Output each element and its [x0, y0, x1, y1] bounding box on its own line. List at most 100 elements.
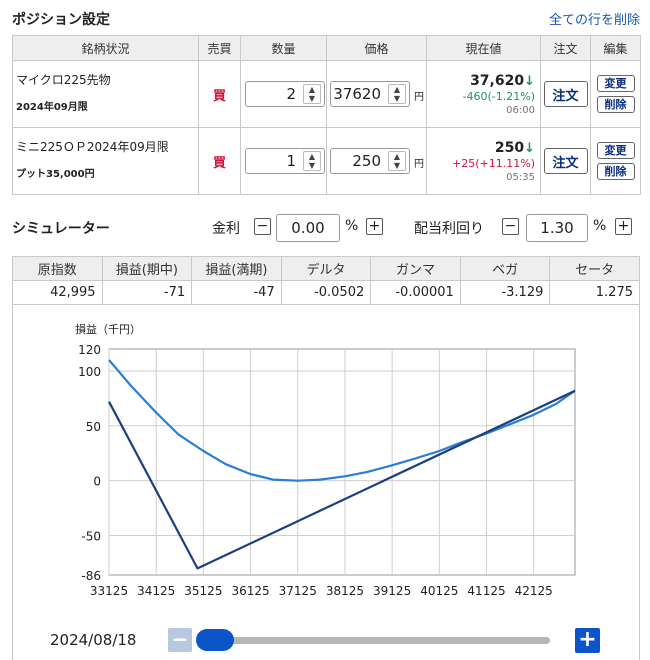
greek-header: 損益(満期) [191, 256, 282, 281]
price-time: 05:35 [506, 171, 535, 183]
price-value: 250 [352, 152, 381, 170]
greeks-header-row: 原指数 損益(期中) 損益(満期) デルタ ガンマ ベガ セータ [12, 256, 640, 281]
y-tick-label: -50 [81, 530, 101, 544]
qty-cell: 2 ▲ ▼ [240, 60, 327, 128]
price-value: 37620 [333, 85, 381, 103]
date-slider-track[interactable] [200, 637, 550, 644]
greeks-value-row: 42,995 -71 -47 -0.0502 -0.00001 -3.129 1… [12, 280, 640, 305]
greek-header: 原指数 [12, 256, 103, 281]
positions-header-row: 銘柄状況 売買 数量 価格 現在値 注文 編集 [12, 35, 641, 61]
price-cell: 250 ▲ ▼ 円 [326, 127, 427, 195]
delete-button[interactable]: 削除 [596, 163, 635, 180]
down-arrow-icon: ↓ [524, 73, 535, 89]
dividend-plus-button[interactable]: + [615, 218, 632, 235]
edit-button[interactable]: 変更 [596, 75, 635, 92]
down-arrow-icon: ↓ [524, 140, 535, 156]
date-plus-button[interactable]: + [575, 628, 600, 653]
payoff-chart-panel: 33125 34125 35125 36125 37125 38125 39125 40125… [12, 305, 640, 660]
greek-value: -3.129 [459, 280, 551, 305]
quantity-stepper[interactable]: 1 ▲ ▼ [245, 148, 325, 174]
price-stepper[interactable]: 250 ▲ ▼ [330, 148, 410, 174]
dividend-percent-unit: % [593, 218, 607, 234]
x-tick-label: 42125 [515, 584, 553, 598]
series-line [108, 389, 576, 570]
greek-header: ベガ [459, 256, 551, 281]
date-minus-button[interactable]: − [168, 628, 192, 652]
delete-button[interactable]: 削除 [596, 96, 635, 113]
col-header: 現在値 [426, 35, 541, 61]
x-tick-label: 40125 [420, 584, 458, 598]
spinner-arrows-icon[interactable]: ▲ ▼ [303, 84, 321, 104]
greek-header: ガンマ [370, 256, 461, 281]
payoff-chart: 33125 34125 35125 36125 37125 38125 39125 40125… [75, 322, 576, 598]
x-tick-label: 33125 [90, 584, 128, 598]
quantity-value: 1 [286, 152, 296, 170]
position-row: ミニ225ＯＰ2024年09月限 プット35,000円 買 1 ▲ ▼ 250 ▲… [12, 127, 641, 195]
greek-header: 損益(期中) [101, 256, 193, 281]
instrument-sub: 2024年09月限 [16, 102, 88, 113]
simulator-title: シミュレーター [12, 221, 110, 237]
side-label: 買 [198, 127, 241, 195]
positions-table: 銘柄状況 売買 数量 価格 現在値 注文 編集 マイクロ225先物 2024年0… [12, 35, 641, 195]
price-time: 06:00 [506, 104, 535, 116]
col-header: 数量 [240, 35, 327, 61]
x-tick-label: 35125 [184, 584, 222, 598]
x-tick-label: 41125 [467, 584, 505, 598]
y-tick-label: 100 [78, 365, 101, 379]
price-stepper[interactable]: 37620 ▲ ▼ [330, 81, 410, 107]
order-button[interactable]: 注文 [543, 81, 588, 107]
yen-unit: 円 [414, 159, 424, 170]
current-price-cell: 37,620↓ -460(-1.21%) 06:00 [426, 60, 541, 128]
greek-value: -0.0502 [280, 280, 372, 305]
current-price: 37,620 [470, 72, 525, 89]
y-tick-label: -86 [81, 569, 101, 583]
y-tick-label: 120 [78, 343, 101, 357]
greek-header: セータ [549, 256, 640, 281]
simulator-header: シミュレーター 金利 − 0.00 % + 配当利回り − 1.30 % + [12, 213, 640, 243]
side-label: 買 [198, 60, 241, 128]
edit-cell: 変更 削除 [590, 60, 641, 128]
order-cell: 注文 [540, 127, 591, 195]
col-header: 注文 [540, 35, 591, 61]
quantity-stepper[interactable]: 2 ▲ ▼ [245, 81, 325, 107]
y-axis-label: 損益（千円） [75, 322, 141, 336]
y-tick-label: 0 [93, 475, 101, 489]
edit-cell: 変更 削除 [590, 127, 641, 195]
delete-all-rows-link[interactable]: 全ての行を削除 [548, 13, 640, 28]
position-settings-header: ポジション設定 全ての行を削除 [12, 8, 640, 30]
y-tick-label: 50 [86, 420, 101, 434]
price-change: -460(-1.21%) [462, 89, 535, 103]
order-cell: 注文 [540, 60, 591, 128]
date-slider-handle[interactable] [196, 629, 234, 651]
yen-unit: 円 [414, 92, 424, 103]
simulation-date: 2024/08/18 [50, 631, 137, 649]
position-row: マイクロ225先物 2024年09月限 買 2 ▲ ▼ 37620 ▲ ▼ 円 [12, 60, 641, 128]
price-change: +25(+11.11%) [452, 156, 535, 170]
current-price-cell: 250↓ +25(+11.11%) 05:35 [426, 127, 541, 195]
rate-minus-button[interactable]: − [254, 218, 271, 235]
x-tick-label: 39125 [373, 584, 411, 598]
col-header: 銘柄状況 [12, 35, 199, 61]
quantity-value: 2 [286, 85, 296, 103]
instrument-cell: マイクロ225先物 2024年09月限 [12, 60, 199, 128]
spinner-arrows-icon[interactable]: ▲ ▼ [303, 151, 321, 171]
dividend-minus-button[interactable]: − [502, 218, 519, 235]
order-button[interactable]: 注文 [543, 148, 588, 174]
plot-area [108, 348, 576, 576]
instrument-name: ミニ225ＯＰ2024年09月限 [16, 140, 169, 154]
dividend-yield-input[interactable]: 1.30 [526, 214, 588, 242]
greek-value: 42,995 [12, 280, 103, 305]
greek-header: デルタ [280, 256, 372, 281]
x-tick-label: 36125 [231, 584, 269, 598]
rate-percent-unit: % [345, 218, 359, 234]
interest-rate-input[interactable]: 0.00 [276, 214, 340, 242]
instrument-cell: ミニ225ＯＰ2024年09月限 プット35,000円 [12, 127, 199, 195]
spinner-arrows-icon[interactable]: ▲ ▼ [388, 84, 406, 104]
price-cell: 37620 ▲ ▼ 円 [326, 60, 427, 128]
rate-plus-button[interactable]: + [366, 218, 383, 235]
spinner-arrows-icon[interactable]: ▲ ▼ [388, 151, 406, 171]
x-tick-label: 38125 [326, 584, 364, 598]
greek-value: -47 [191, 280, 282, 305]
edit-button[interactable]: 変更 [596, 142, 635, 159]
qty-cell: 1 ▲ ▼ [240, 127, 327, 195]
